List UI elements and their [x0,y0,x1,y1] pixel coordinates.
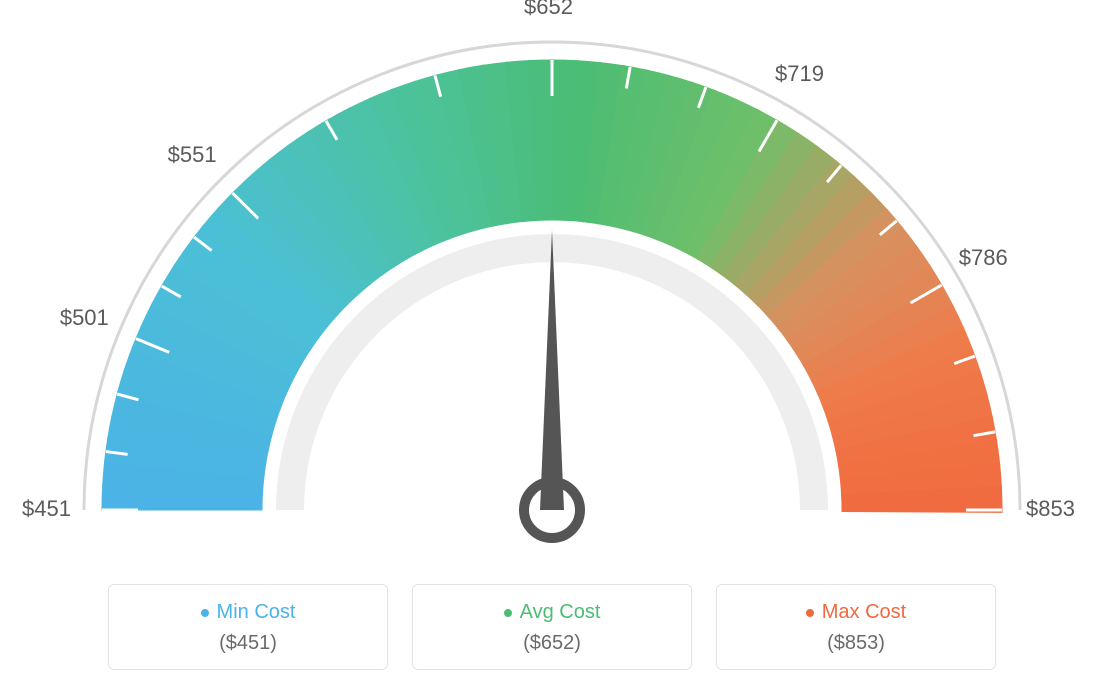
legend-title-avg: Avg Cost [504,601,601,624]
legend-label-min: Min Cost [217,601,296,624]
gauge-tick-label: $652 [524,0,573,20]
legend-dot-avg [504,609,512,617]
gauge-svg [0,0,1104,560]
gauge-tick-label: $719 [775,61,824,87]
legend-card-max: Max Cost ($853) [716,584,996,670]
legend-label-max: Max Cost [822,601,906,624]
gauge-tick-label: $786 [959,245,1008,271]
legend-value-min: ($451) [109,632,387,655]
legend-value-avg: ($652) [413,632,691,655]
legend-value-max: ($853) [717,632,995,655]
legend-title-max: Max Cost [806,601,906,624]
legend-card-min: Min Cost ($451) [108,584,388,670]
legend-dot-min [201,609,209,617]
legend-dot-max [806,609,814,617]
gauge-tick-label: $501 [60,305,109,331]
legend-label-avg: Avg Cost [520,601,601,624]
cost-gauge: $451 $501 $551 $652 $719 $786 $853 [0,0,1104,560]
gauge-tick-label: $853 [1026,496,1075,522]
legend-title-min: Min Cost [201,601,296,624]
gauge-tick-label: $551 [168,142,217,168]
legend-card-avg: Avg Cost ($652) [412,584,692,670]
gauge-tick-label: $451 [22,496,71,522]
gauge-legend: Min Cost ($451) Avg Cost ($652) Max Cost… [108,584,996,670]
